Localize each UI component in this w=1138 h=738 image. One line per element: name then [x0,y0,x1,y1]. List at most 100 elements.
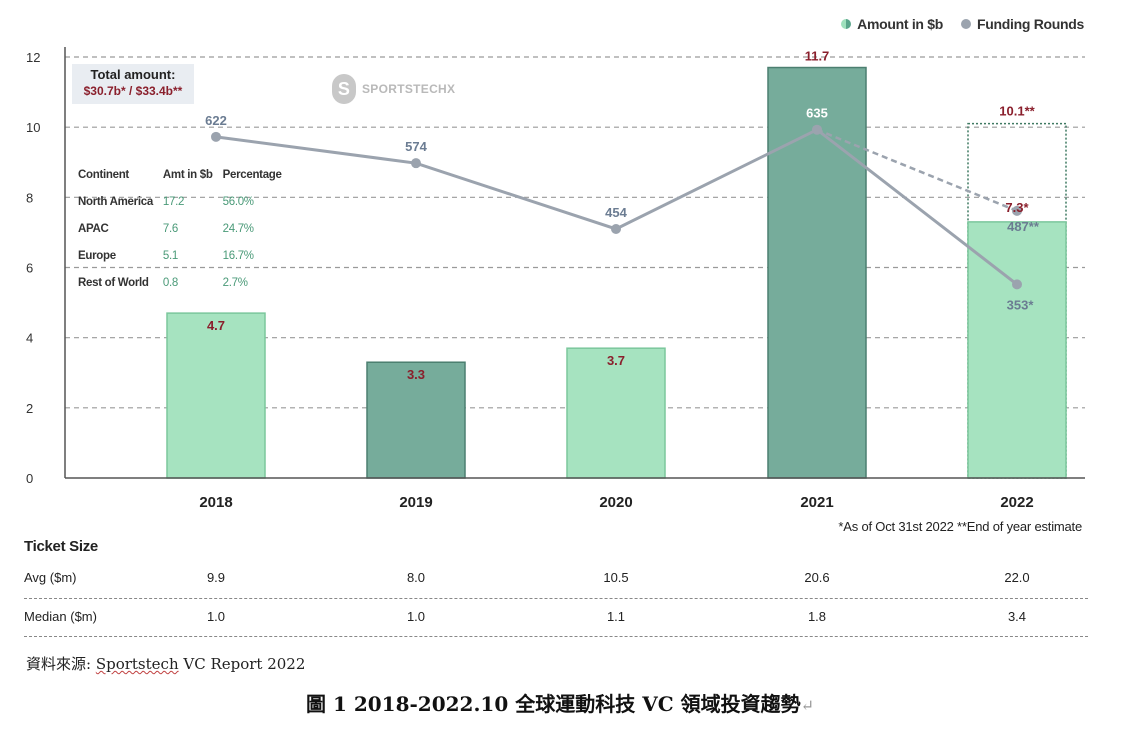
continent-percentage: 2.7% [222,277,248,289]
x-tick-label: 2019 [399,494,432,511]
continent-amount: 17.2 [162,196,185,208]
continent-amount: 7.6 [162,223,179,235]
source-prefix: 資料來源: [26,655,96,673]
ticket-row-divider [24,598,1088,599]
continent-amount: 0.8 [162,277,179,289]
continent-name: North America [78,196,153,208]
funding-rounds-label: 454 [605,205,627,220]
funding-rounds-point [611,223,621,234]
ticket-value: 20.6 [804,570,830,585]
source-note: 資料來源: Sportstech VC Report 2022 [26,653,305,674]
continent-name: APAC [78,223,109,235]
estimate-bar-label: 10.1** [999,104,1035,119]
continent-percentage: 16.7% [222,250,254,262]
source-link-text: Sportstech [95,655,179,673]
bar-value-label: 7.3* [1005,200,1029,215]
bar-2021 [767,66,867,479]
ticket-value: 1.0 [406,609,426,624]
ticket-row-label: Median ($m) [24,609,97,624]
continent-percentage: 24.7% [222,223,254,235]
ticket-value: 8.0 [406,570,426,585]
funding-rounds-label: 622 [205,113,227,128]
total-amount-title: Total amount: [90,67,176,82]
ticket-value: 9.9 [206,570,226,585]
continent-percentage: 56.0% [222,196,254,208]
rounds-legend-icon [961,19,971,29]
ticket-row-avg: Avg ($m) 9.9 8.0 10.5 20.6 22.0 [24,570,1088,590]
ticket-value: 3.4 [1007,609,1027,624]
continent-table-header: Continent Amt in $b Percentage [78,168,292,195]
axes: 0 2 4 6 8 10 12 2018 2019 2020 2021 2022 [26,47,1085,511]
continent-table: Continent Amt in $b Percentage North Ame… [78,168,292,303]
x-tick-label: 2020 [599,494,632,511]
ticket-value: 1.1 [606,609,626,624]
watermark-text: SPORTSTECHX [362,82,456,96]
x-tick-label: 2021 [800,494,833,511]
bar-value-label: 11.7 [805,49,830,64]
funding-rounds-estimate-label: 487** [1007,219,1040,234]
chart-legend: Amount in $b Funding Rounds [841,16,1084,32]
legend-item-amount: Amount in $b [841,16,943,32]
y-tick-label: 4 [26,331,33,346]
amount-legend-icon [841,19,852,29]
total-amount-values: $30.7b* / $33.4b** [83,84,183,98]
bar-2022 [967,221,1067,479]
funding-rounds-label: 353* [1007,297,1035,312]
bar-2018 [166,312,266,479]
col-header: Continent [78,169,129,181]
col-header: Percentage [222,169,282,181]
y-tick-label: 10 [26,120,40,135]
total-amount-box: Total amount: $30.7b* / $33.4b** [72,64,194,104]
ticket-row-label: Avg ($m) [24,570,77,585]
y-tick-label: 12 [26,50,40,65]
continent-name: Europe [78,250,116,262]
continent-amount: 5.1 [162,250,179,262]
paragraph-mark-icon: ↵ [800,696,814,715]
caption-text: 圖 1 2018-2022.10 全球運動科技 VC 領域投資趨勢 [306,692,801,716]
table-row: Europe 5.1 16.7% [78,249,292,276]
ticket-row-divider [24,636,1088,637]
funding-rounds-point [411,158,421,169]
ticket-value: 22.0 [1004,570,1030,585]
sportstechx-watermark: S SPORTSTECHX [332,74,455,104]
funding-rounds-label: 635 [806,106,828,121]
bar-value-label: 4.7 [207,318,225,333]
table-row: North America 17.2 56.0% [78,195,292,222]
continent-name: Rest of World [78,277,149,289]
y-tick-label: 2 [26,401,33,416]
bar-value-label: 3.3 [407,367,425,382]
source-suffix: VC Report 2022 [178,655,306,673]
funding-rounds-point [211,131,221,142]
sportstechx-logo-icon: S [332,74,356,104]
y-tick-label: 0 [26,471,33,486]
legend-rounds-label: Funding Rounds [977,16,1084,32]
gridlines [65,56,1085,409]
col-header: Amt in $b [162,169,213,181]
ticket-size-title: Ticket Size [24,538,98,555]
table-row: Rest of World 0.8 2.7% [78,276,292,303]
data-labels: 10.1** 4.7 3.3 3.7 11.7 7.3* 487** 622 574 454 635… [205,49,1040,383]
bar-2020 [566,347,666,479]
y-tick-label: 8 [26,190,33,205]
legend-item-rounds: Funding Rounds [961,16,1084,32]
table-row: APAC 7.6 24.7% [78,222,292,249]
ticket-value: 1.0 [206,609,226,624]
funding-rounds-line [211,124,1022,290]
legend-amount-label: Amount in $b [857,16,943,32]
ticket-value: 10.5 [603,570,629,585]
estimate-footnote: *As of Oct 31st 2022 **End of year estim… [838,519,1082,534]
funding-rounds-estimate-point [1012,205,1022,216]
x-tick-label: 2022 [1000,494,1033,511]
y-tick-label: 6 [26,261,33,276]
figure-caption: 圖 1 2018-2022.10 全球運動科技 VC 領域投資趨勢↵ [0,688,1120,717]
x-tick-label: 2018 [199,494,232,511]
ticket-value: 1.8 [807,609,827,624]
bar-value-label: 3.7 [607,353,625,368]
ticket-row-median: Median ($m) 1.0 1.0 1.1 1.8 3.4 [24,609,1088,629]
bars [166,66,1067,479]
funding-rounds-label: 574 [405,139,427,154]
funding-rounds-point [1012,279,1022,290]
funding-rounds-estimate-line [816,128,1018,213]
chart-canvas: 10.1**4.73.33.711.77.3*487**622574454635… [26,47,1085,511]
funding-rounds-point [812,124,822,135]
